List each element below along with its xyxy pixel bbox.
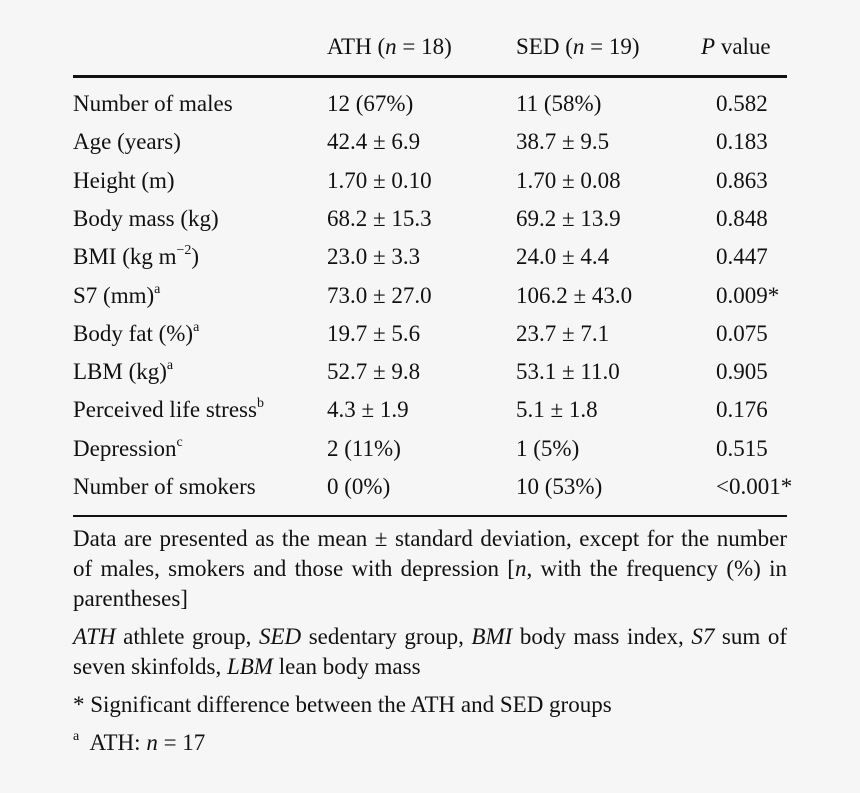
table-row: Depressionc 2 (11%) 1 (5%) 0.515 bbox=[73, 434, 787, 474]
row-label: Age (years) bbox=[73, 129, 181, 155]
ath-value: 68.2 ± 15.3 bbox=[327, 205, 432, 231]
table-row: BMI (kg m−2) 23.0 ± 3.3 24.0 ± 4.4 0.447 bbox=[73, 244, 787, 282]
sed-value: 38.7 ± 9.5 bbox=[516, 129, 610, 155]
row-label: Number of males bbox=[73, 91, 233, 116]
ath-value: 0 (0%) bbox=[327, 474, 391, 499]
ath-value: 73.0 ± 27.0 bbox=[327, 282, 432, 308]
sed-value: 5.1 ± 1.8 bbox=[516, 397, 598, 423]
table-row: S7 (mm)a 73.0 ± 27.0 106.2 ± 43.0 0.009* bbox=[73, 281, 787, 321]
sed-value: 11 (58%) bbox=[516, 91, 602, 116]
note-significance: * Significant difference between the ATH… bbox=[73, 692, 612, 717]
row-label: S7 (mm)a bbox=[73, 281, 161, 308]
note-footnote-a: a ATH: n = 17 bbox=[73, 729, 206, 756]
table-notes: Data are presented as the mean ± standar… bbox=[73, 524, 787, 766]
p-value: 0.183 bbox=[716, 129, 768, 155]
p-value: 0.863 bbox=[716, 167, 768, 193]
ath-value: 23.0 ± 3.3 bbox=[327, 244, 421, 270]
p-value: 0.848 bbox=[716, 205, 768, 231]
header-ath: ATH (n = 18) bbox=[327, 34, 452, 59]
p-value: 0.176 bbox=[716, 397, 768, 423]
p-value: 0.075 bbox=[716, 320, 768, 346]
p-value: 0.009* bbox=[716, 282, 780, 308]
header-rule bbox=[73, 75, 787, 78]
header-sed: SED (n = 19) bbox=[516, 34, 640, 59]
sed-value: 24.0 ± 4.4 bbox=[516, 244, 610, 270]
ath-value: 2 (11%) bbox=[327, 435, 401, 461]
ath-value: 19.7 ± 5.6 bbox=[327, 320, 421, 346]
sed-value: 10 (53%) bbox=[516, 474, 603, 499]
row-label: Body mass (kg) bbox=[73, 205, 219, 231]
table-row: Age (years) 42.4 ± 6.9 38.7 ± 9.5 0.183 bbox=[73, 129, 787, 167]
header-p-value: P value bbox=[701, 34, 771, 59]
ath-value: 1.70 ± 0.10 bbox=[327, 167, 432, 193]
row-label: Perceived life stressb bbox=[73, 396, 264, 423]
note-data-presentation: Data are presented as the mean ± standar… bbox=[73, 526, 787, 611]
table-row: Perceived life stressb 4.3 ± 1.9 5.1 ± 1.8… bbox=[73, 397, 787, 435]
row-label: Number of smokers bbox=[73, 474, 256, 499]
ath-value: 4.3 ± 1.9 bbox=[327, 397, 409, 423]
sed-value: 106.2 ± 43.0 bbox=[516, 282, 633, 308]
note-abbreviations: ATH athlete group, SED sedentary group, … bbox=[73, 624, 787, 679]
row-label: Body fat (%)a bbox=[73, 319, 200, 346]
footer-rule bbox=[73, 515, 787, 517]
row-label: LBM (kg)a bbox=[73, 358, 174, 385]
p-value: 0.447 bbox=[716, 244, 768, 270]
row-label: Height (m) bbox=[73, 167, 175, 193]
p-value: <0.001* bbox=[716, 474, 793, 499]
row-label: Depressionc bbox=[73, 434, 183, 461]
table-row: LBM (kg)a 52.7 ± 9.8 53.1 ± 11.0 0.905 bbox=[73, 359, 787, 397]
sed-value: 23.7 ± 7.1 bbox=[516, 320, 610, 346]
p-value: 0.905 bbox=[716, 359, 768, 385]
ath-value: 12 (67%) bbox=[327, 91, 414, 116]
table-row: Body mass (kg) 68.2 ± 15.3 69.2 ± 13.9 0.84… bbox=[73, 206, 787, 244]
sed-value: 69.2 ± 13.9 bbox=[516, 205, 621, 231]
sed-value: 1 (5%) bbox=[516, 435, 580, 461]
table-row: Height (m) 1.70 ± 0.10 1.70 ± 0.08 0.863 bbox=[73, 168, 787, 206]
table-row: Body fat (%)a 19.7 ± 5.6 23.7 ± 7.1 0.075 bbox=[73, 319, 787, 359]
ath-value: 42.4 ± 6.9 bbox=[327, 129, 421, 155]
data-table: ATH (n = 18) SED (n = 19) P value Number… bbox=[73, 34, 792, 517]
row-label: BMI (kg m−2) bbox=[73, 243, 200, 270]
ath-value: 52.7 ± 9.8 bbox=[327, 359, 421, 385]
table-row: Number of smokers 0 (0%) 10 (53%) <0.001* bbox=[73, 474, 792, 512]
table-header: ATH (n = 18) SED (n = 19) P value bbox=[73, 34, 787, 72]
sed-value: 1.70 ± 0.08 bbox=[516, 167, 621, 193]
table-row: Number of males 12 (67%) 11 (58%) 0.582 bbox=[73, 91, 787, 129]
p-value: 0.515 bbox=[716, 435, 768, 461]
sed-value: 53.1 ± 11.0 bbox=[516, 359, 620, 385]
p-value: 0.582 bbox=[716, 91, 768, 116]
